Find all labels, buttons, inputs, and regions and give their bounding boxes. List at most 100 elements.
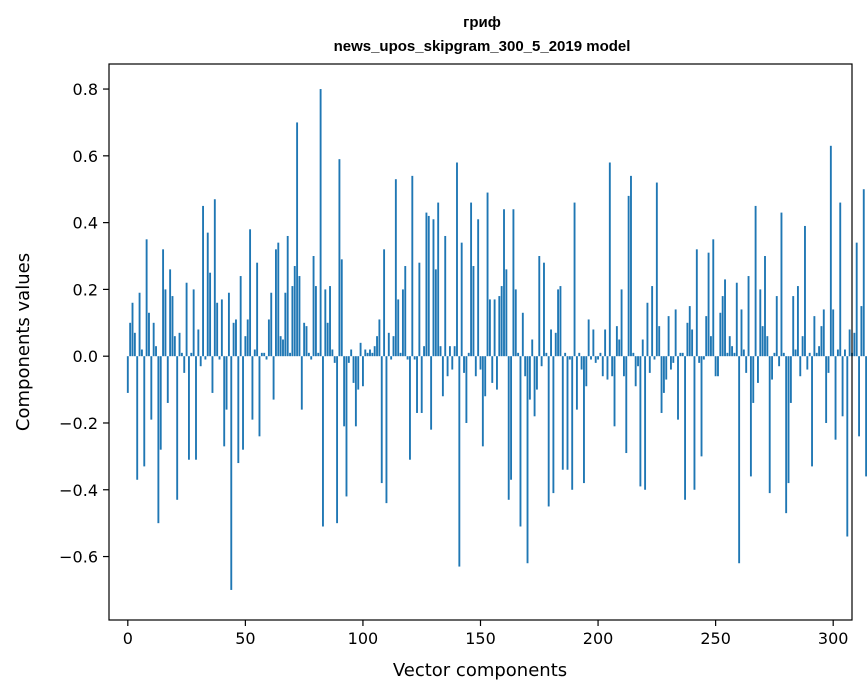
bar (333, 356, 336, 363)
bar (594, 356, 597, 363)
bar (430, 356, 433, 430)
bar (535, 356, 538, 390)
bar (695, 249, 698, 357)
bar (484, 356, 487, 397)
bar (305, 326, 308, 357)
bar (583, 356, 585, 484)
bar (510, 356, 513, 480)
bar (681, 352, 684, 357)
bar (757, 356, 759, 383)
bar (665, 356, 668, 380)
bar (827, 356, 830, 373)
bar (839, 202, 842, 357)
bar (206, 232, 209, 357)
bar (289, 352, 291, 357)
bar (712, 239, 715, 357)
bar (512, 209, 515, 357)
bar (432, 219, 435, 357)
bar (322, 356, 324, 527)
bar (488, 299, 491, 357)
bar (524, 356, 527, 377)
bar (275, 249, 277, 357)
y-tick-label: −0.6 (59, 548, 98, 567)
bar (684, 356, 686, 500)
bar (204, 356, 207, 360)
bar (474, 356, 477, 377)
bar (126, 356, 129, 393)
bar (517, 352, 520, 357)
bar (604, 329, 607, 357)
bar (627, 195, 630, 357)
bar (225, 356, 228, 410)
bar (531, 339, 534, 357)
bar (371, 352, 374, 357)
bar (150, 356, 153, 420)
bar (731, 346, 734, 357)
bar (140, 349, 143, 357)
bar (841, 356, 844, 417)
bar (724, 279, 726, 357)
bar (853, 332, 856, 357)
bar (836, 349, 839, 357)
bar (670, 356, 672, 370)
bar (747, 276, 750, 357)
bar (622, 356, 625, 377)
bar (789, 356, 792, 403)
bar (822, 309, 825, 357)
bar (834, 356, 837, 440)
bar (738, 356, 741, 564)
bar (364, 349, 367, 357)
bar (185, 282, 188, 357)
bar (620, 289, 623, 357)
bar (648, 356, 651, 373)
bar (199, 356, 202, 367)
bar (771, 356, 773, 380)
bar (310, 356, 313, 360)
bar (277, 242, 280, 357)
bar (550, 329, 552, 357)
bar (183, 356, 186, 373)
bar (858, 356, 860, 437)
bar (180, 352, 183, 357)
bar (521, 312, 524, 357)
bar (300, 356, 303, 410)
bar (735, 282, 738, 357)
bar (815, 352, 818, 357)
bar (564, 352, 567, 357)
bar (383, 249, 386, 357)
bar (498, 296, 501, 357)
bar (660, 356, 663, 413)
bar (352, 356, 355, 383)
bar (413, 356, 416, 360)
bar (253, 349, 256, 357)
y-tick-label: 0.2 (73, 280, 98, 299)
bar (211, 356, 214, 393)
bar (227, 292, 230, 357)
bar (188, 356, 190, 460)
bar (470, 202, 473, 357)
bar (587, 319, 590, 357)
bar (606, 356, 609, 380)
bar (319, 89, 322, 357)
bar (573, 202, 576, 357)
bar (658, 326, 661, 357)
bar (538, 256, 541, 357)
x-tick-label: 0 (123, 629, 133, 648)
bar (284, 292, 287, 357)
bar (258, 356, 261, 437)
bar (425, 212, 428, 357)
bar (653, 356, 656, 360)
bar (157, 356, 160, 524)
bar (698, 356, 701, 363)
bar (571, 356, 574, 490)
y-tick-label: 0.4 (73, 214, 98, 233)
bar (314, 286, 317, 357)
bar (239, 276, 242, 357)
bar (376, 336, 378, 357)
bar (702, 356, 705, 360)
bar (533, 356, 536, 417)
bar (293, 266, 296, 357)
bar (787, 356, 790, 484)
bar (688, 306, 691, 357)
x-tick-label: 300 (818, 629, 849, 648)
